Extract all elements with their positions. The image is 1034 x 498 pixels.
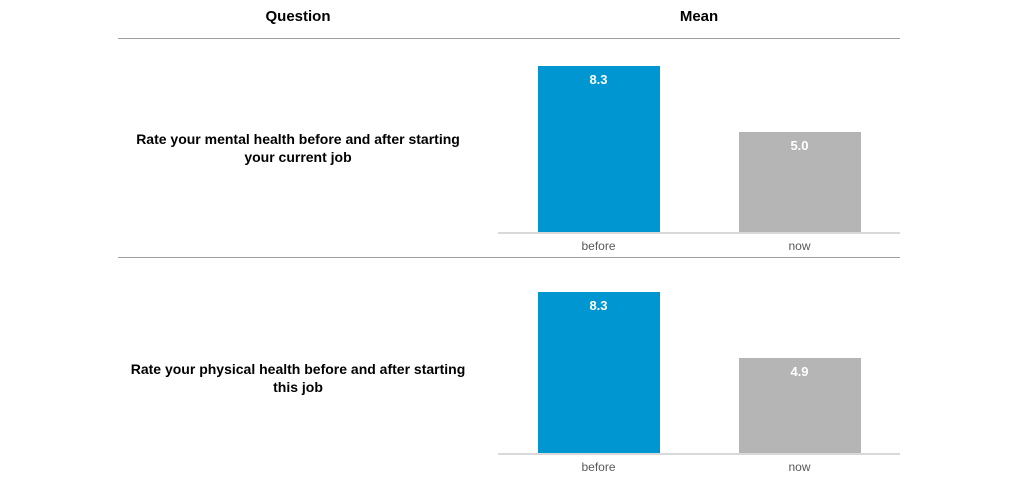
bar-slot-now: 5.0	[699, 66, 900, 232]
bar-slot-before: 8.3	[498, 292, 699, 453]
bar-value-label: 5.0	[790, 138, 809, 153]
question-cell: Rate your mental health before and after…	[118, 39, 478, 257]
plot-area: 8.3 4.9	[498, 292, 900, 455]
before-bar: 8.3	[537, 66, 660, 232]
bar-slot-before: 8.3	[498, 66, 699, 232]
tick-label-before: before	[581, 460, 616, 474]
x-axis-ticks: before now	[498, 239, 900, 253]
mean-cell: 8.3 5.0 before now	[498, 39, 900, 257]
tick-label-now: now	[788, 239, 811, 253]
table-row: Rate your mental health before and after…	[118, 39, 900, 257]
row-divider	[118, 257, 900, 258]
bar-chart: 8.3 5.0 before now	[498, 39, 900, 253]
before-bar: 8.3	[537, 292, 660, 453]
header-divider	[118, 38, 900, 39]
mean-column-header: Mean	[679, 7, 719, 25]
x-axis-ticks: before now	[498, 460, 900, 474]
mean-cell: 8.3 4.9 before now	[498, 258, 900, 498]
table-row: Rate your physical health before and aft…	[118, 258, 900, 498]
plot-area: 8.3 5.0	[498, 66, 900, 234]
bar-value-label: 8.3	[589, 72, 608, 87]
bar-value-label: 8.3	[589, 298, 608, 313]
bar-value-label: 4.9	[790, 363, 809, 379]
question-text: Rate your physical health before and aft…	[130, 360, 466, 395]
question-cell: Rate your physical health before and aft…	[118, 258, 478, 498]
tick-label-now: now	[788, 460, 811, 474]
now-bar: 5.0	[738, 132, 861, 232]
bar-chart: 8.3 4.9 before now	[498, 258, 900, 474]
table-header-row: Question Mean	[118, 0, 900, 38]
tick-label-before: before	[581, 239, 616, 253]
survey-results-table: Question Mean Rate your mental health be…	[118, 0, 900, 498]
bar-slot-now: 4.9	[699, 292, 900, 453]
now-bar: 4.9	[738, 357, 861, 453]
question-text: Rate your mental health before and after…	[136, 130, 460, 165]
question-column-header: Question	[265, 7, 331, 25]
